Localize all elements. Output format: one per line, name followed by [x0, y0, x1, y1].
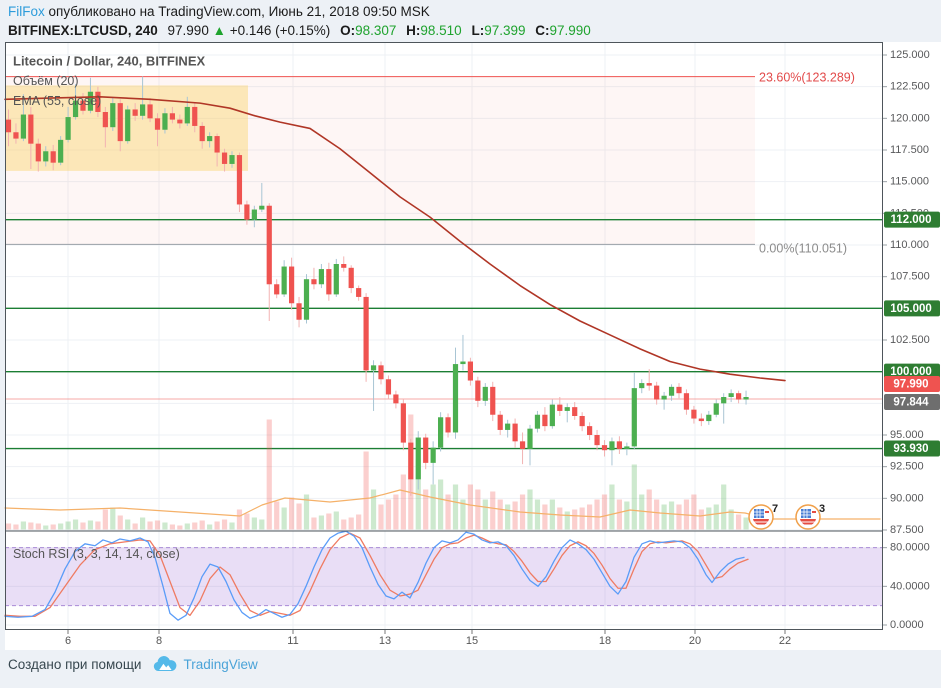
low-value: 97.399 — [484, 23, 526, 38]
svg-text:100.000: 100.000 — [890, 366, 932, 378]
credit-text: опубликовано на TradingView.com, Июнь 21… — [48, 4, 430, 19]
credit-line: FilFox опубликовано на TradingView.com, … — [8, 4, 430, 19]
svg-text:125.000: 125.000 — [890, 49, 930, 61]
svg-text:107.500: 107.500 — [890, 271, 930, 283]
footer: Создано при помощи TradingView — [8, 656, 258, 673]
svg-text:80.0000: 80.0000 — [890, 542, 930, 554]
svg-text:95.000: 95.000 — [890, 429, 924, 441]
svg-text:15: 15 — [466, 635, 478, 647]
open-label: O: — [340, 23, 356, 38]
svg-text:40.0000: 40.0000 — [890, 580, 930, 592]
svg-text:87.500: 87.500 — [890, 524, 924, 536]
svg-text:102.500: 102.500 — [890, 334, 930, 346]
svg-text:122.500: 122.500 — [890, 81, 930, 93]
filfox-link[interactable]: FilFox — [8, 4, 45, 19]
svg-text:Litecoin / Dollar, 240, BITFIN: Litecoin / Dollar, 240, BITFINEX — [13, 54, 205, 69]
low-label: L: — [471, 23, 485, 38]
svg-text:120.000: 120.000 — [890, 112, 930, 124]
svg-text:22: 22 — [779, 635, 791, 647]
price-change: +0.146 (+0.15%) — [229, 23, 331, 38]
svg-text:7: 7 — [772, 503, 778, 515]
last-price: 97.990 — [167, 23, 209, 38]
tradingview-link[interactable]: TradingView — [183, 657, 258, 672]
svg-text:0.00%(110.051): 0.00%(110.051) — [759, 241, 847, 255]
svg-text:97.844: 97.844 — [893, 397, 929, 409]
price-chart[interactable]: 125.000122.500120.000117.500115.000112.5… — [0, 42, 941, 650]
svg-text:6: 6 — [65, 635, 71, 647]
svg-text:90.000: 90.000 — [890, 492, 924, 504]
open-value: 98.307 — [355, 23, 397, 38]
up-arrow-icon: ▲ — [212, 23, 226, 38]
header: FilFox опубликовано на TradingView.com, … — [0, 0, 941, 42]
svg-text:Stoch RSI (3, 3, 14, 14, close: Stoch RSI (3, 3, 14, 14, close) — [13, 547, 180, 561]
svg-text:Объём (20): Объём (20) — [13, 74, 79, 88]
svg-text:0.0000: 0.0000 — [890, 619, 924, 631]
svg-text:110.000: 110.000 — [890, 239, 929, 251]
svg-text:3: 3 — [819, 503, 825, 515]
close-label: C: — [535, 23, 550, 38]
high-value: 98.510 — [420, 23, 462, 38]
tradingview-logo-icon — [154, 656, 177, 671]
svg-text:11: 11 — [287, 635, 298, 647]
svg-text:117.500: 117.500 — [890, 144, 929, 156]
svg-text:20: 20 — [689, 635, 701, 647]
svg-text:105.000: 105.000 — [890, 303, 932, 315]
svg-text:18: 18 — [599, 635, 611, 647]
svg-text:13: 13 — [379, 635, 391, 647]
svg-text:8: 8 — [156, 635, 162, 647]
svg-text:EMA (55, close): EMA (55, close) — [13, 94, 101, 108]
svg-text:93.930: 93.930 — [893, 443, 928, 455]
svg-text:92.500: 92.500 — [890, 461, 924, 473]
svg-text:115.000: 115.000 — [890, 176, 929, 188]
symbol-label: BITFINEX:LTCUSD, 240 — [8, 23, 158, 38]
high-label: H: — [406, 23, 421, 38]
close-value: 97.990 — [549, 23, 591, 38]
svg-text:23.60%(123.289): 23.60%(123.289) — [759, 71, 855, 85]
svg-text:97.990: 97.990 — [893, 379, 928, 391]
created-with-text: Создано при помощи — [8, 657, 142, 672]
symbol-line: BITFINEX:LTCUSD, 240 97.990 ▲ +0.146 (+0… — [8, 23, 591, 38]
svg-text:112.000: 112.000 — [891, 214, 932, 226]
